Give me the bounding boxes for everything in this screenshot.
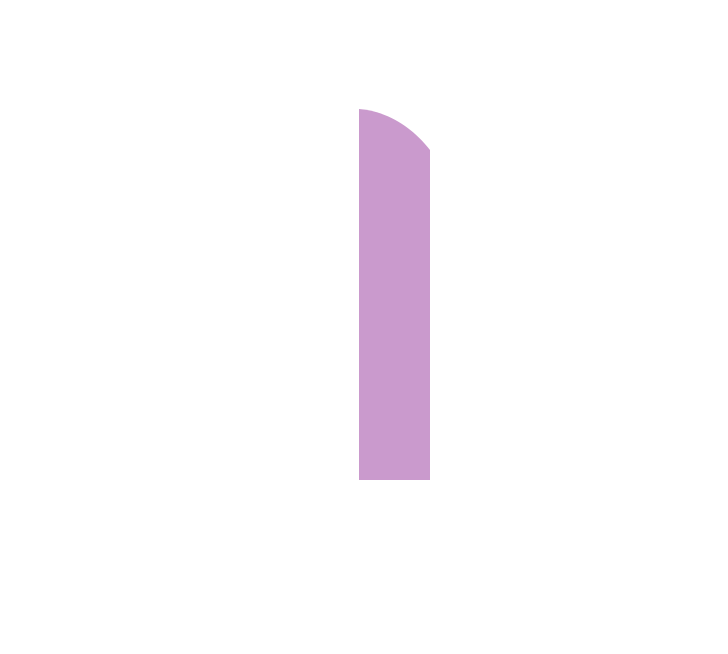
purple-rounded-bar	[359, 109, 430, 480]
